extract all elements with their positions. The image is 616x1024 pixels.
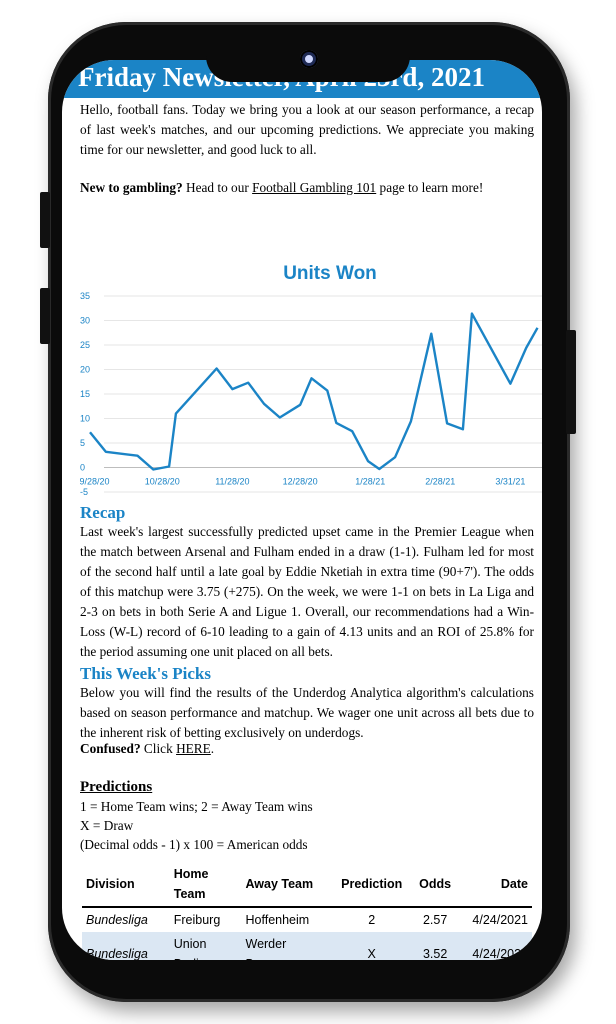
- y-tick-label: -5: [80, 487, 88, 497]
- cell-prediction: 2: [368, 913, 376, 927]
- cell-home-team: Union Berlin: [169, 932, 242, 960]
- x-tick-label: 1/28/21: [355, 477, 385, 487]
- confused-text-after: .: [210, 741, 215, 756]
- cell-odds: 2.57: [422, 913, 448, 927]
- y-tick-label: 15: [80, 389, 90, 399]
- picks-heading: This Week's Picks: [80, 664, 211, 683]
- y-tick-label: 0: [80, 463, 85, 473]
- recap-paragraph: Last week's largest successfully predict…: [80, 524, 534, 659]
- cell-date: 4/24/2021: [472, 913, 528, 927]
- cell-away-team: Werder Bremen: [241, 932, 338, 960]
- cell-division: Bundesliga: [86, 913, 148, 927]
- phone-side-button-volume-up: [40, 192, 50, 248]
- predictions-table-wrap: Division Home Team Away Team Prediction …: [82, 862, 532, 960]
- confused-text: Click: [140, 741, 177, 756]
- predictions-table: Division Home Team Away Team Prediction …: [82, 862, 532, 960]
- phone-side-button-power: [566, 330, 576, 434]
- x-tick-label: 12/28/20: [283, 477, 318, 487]
- predictions-legend-2: X = Draw: [80, 818, 134, 833]
- col-date: Date: [464, 862, 532, 908]
- cell-division: Bundesliga: [82, 932, 170, 960]
- recap-heading: Recap: [80, 503, 126, 522]
- cell-prediction: X: [337, 932, 407, 960]
- col-home-team: Home Team: [169, 862, 242, 908]
- cell-home-team: Freiburg: [173, 913, 221, 927]
- y-tick-label: 20: [80, 365, 90, 375]
- col-odds: Odds: [406, 862, 465, 908]
- confused-bold: Confused?: [80, 741, 141, 756]
- table-header-row: Division Home Team Away Team Prediction …: [82, 862, 532, 908]
- y-tick-label: 10: [80, 414, 90, 424]
- y-tick-label: 30: [80, 316, 90, 326]
- intro-paragraph: Hello, football fans. Today we bring you…: [80, 102, 534, 157]
- predictions-legend-3: (Decimal odds - 1) x 100 = American odds: [80, 837, 308, 852]
- football-gambling-101-link[interactable]: Football Gambling 101: [252, 180, 377, 195]
- chart-title: Units Won: [283, 263, 377, 284]
- cell-odds: 3.52: [406, 932, 465, 960]
- col-division: Division: [82, 862, 170, 908]
- series-line: [89, 312, 539, 471]
- x-tick-label: 10/28/20: [145, 477, 180, 487]
- new-to-gambling-bold: New to gambling?: [80, 180, 183, 195]
- x-tick-label: 3/31/21: [495, 477, 525, 487]
- x-tick-label: 9/28/20: [80, 477, 110, 487]
- units-won-chart: Units Won 35 30 25 20 15 10 5 0 -5 9/28/20 10/28/20…: [80, 248, 542, 518]
- x-tick-label: 11/28/20: [215, 477, 249, 487]
- col-away-team: Away Team: [241, 862, 338, 908]
- y-tick-label: 35: [80, 291, 90, 301]
- predictions-heading: Predictions: [80, 779, 153, 795]
- phone-side-button-volume-down: [40, 288, 50, 344]
- phone-notch: [206, 38, 410, 82]
- phone-screen[interactable]: Friday Newsletter, April 23rd, 2021 Hell…: [62, 60, 542, 960]
- cell-away-team: Hoffenheim: [245, 913, 310, 927]
- new-to-gambling-text-after: page to learn more!: [376, 180, 484, 195]
- here-link[interactable]: HERE: [176, 741, 211, 756]
- y-tick-label: 5: [80, 438, 85, 448]
- x-tick-label: 2/28/21: [425, 477, 455, 487]
- new-to-gambling-text: Head to our: [182, 180, 253, 195]
- col-prediction: Prediction: [337, 862, 407, 908]
- camera-icon: [300, 50, 318, 68]
- y-tick-label: 25: [80, 340, 90, 350]
- units-won-chart-svg: Units Won 35 30 25 20 15 10 5 0 -59/28/20 10/28/20…: [80, 263, 542, 497]
- picks-paragraph: Below you will find the results of the U…: [80, 685, 534, 740]
- predictions-legend-1: 1 = Home Team wins; 2 = Away Team wins: [80, 799, 313, 814]
- confused-line: Confused? Click HERE.: [80, 739, 534, 759]
- new-to-gambling-line: New to gambling? Head to our Football Ga…: [80, 178, 534, 198]
- table-row: Bundesliga Freiburg Hoffenheim 2 2.57 4/…: [82, 907, 532, 932]
- cell-date: 4/24/2021: [464, 932, 532, 960]
- table-row: Bundesliga Union Berlin Werder Bremen X …: [82, 932, 532, 960]
